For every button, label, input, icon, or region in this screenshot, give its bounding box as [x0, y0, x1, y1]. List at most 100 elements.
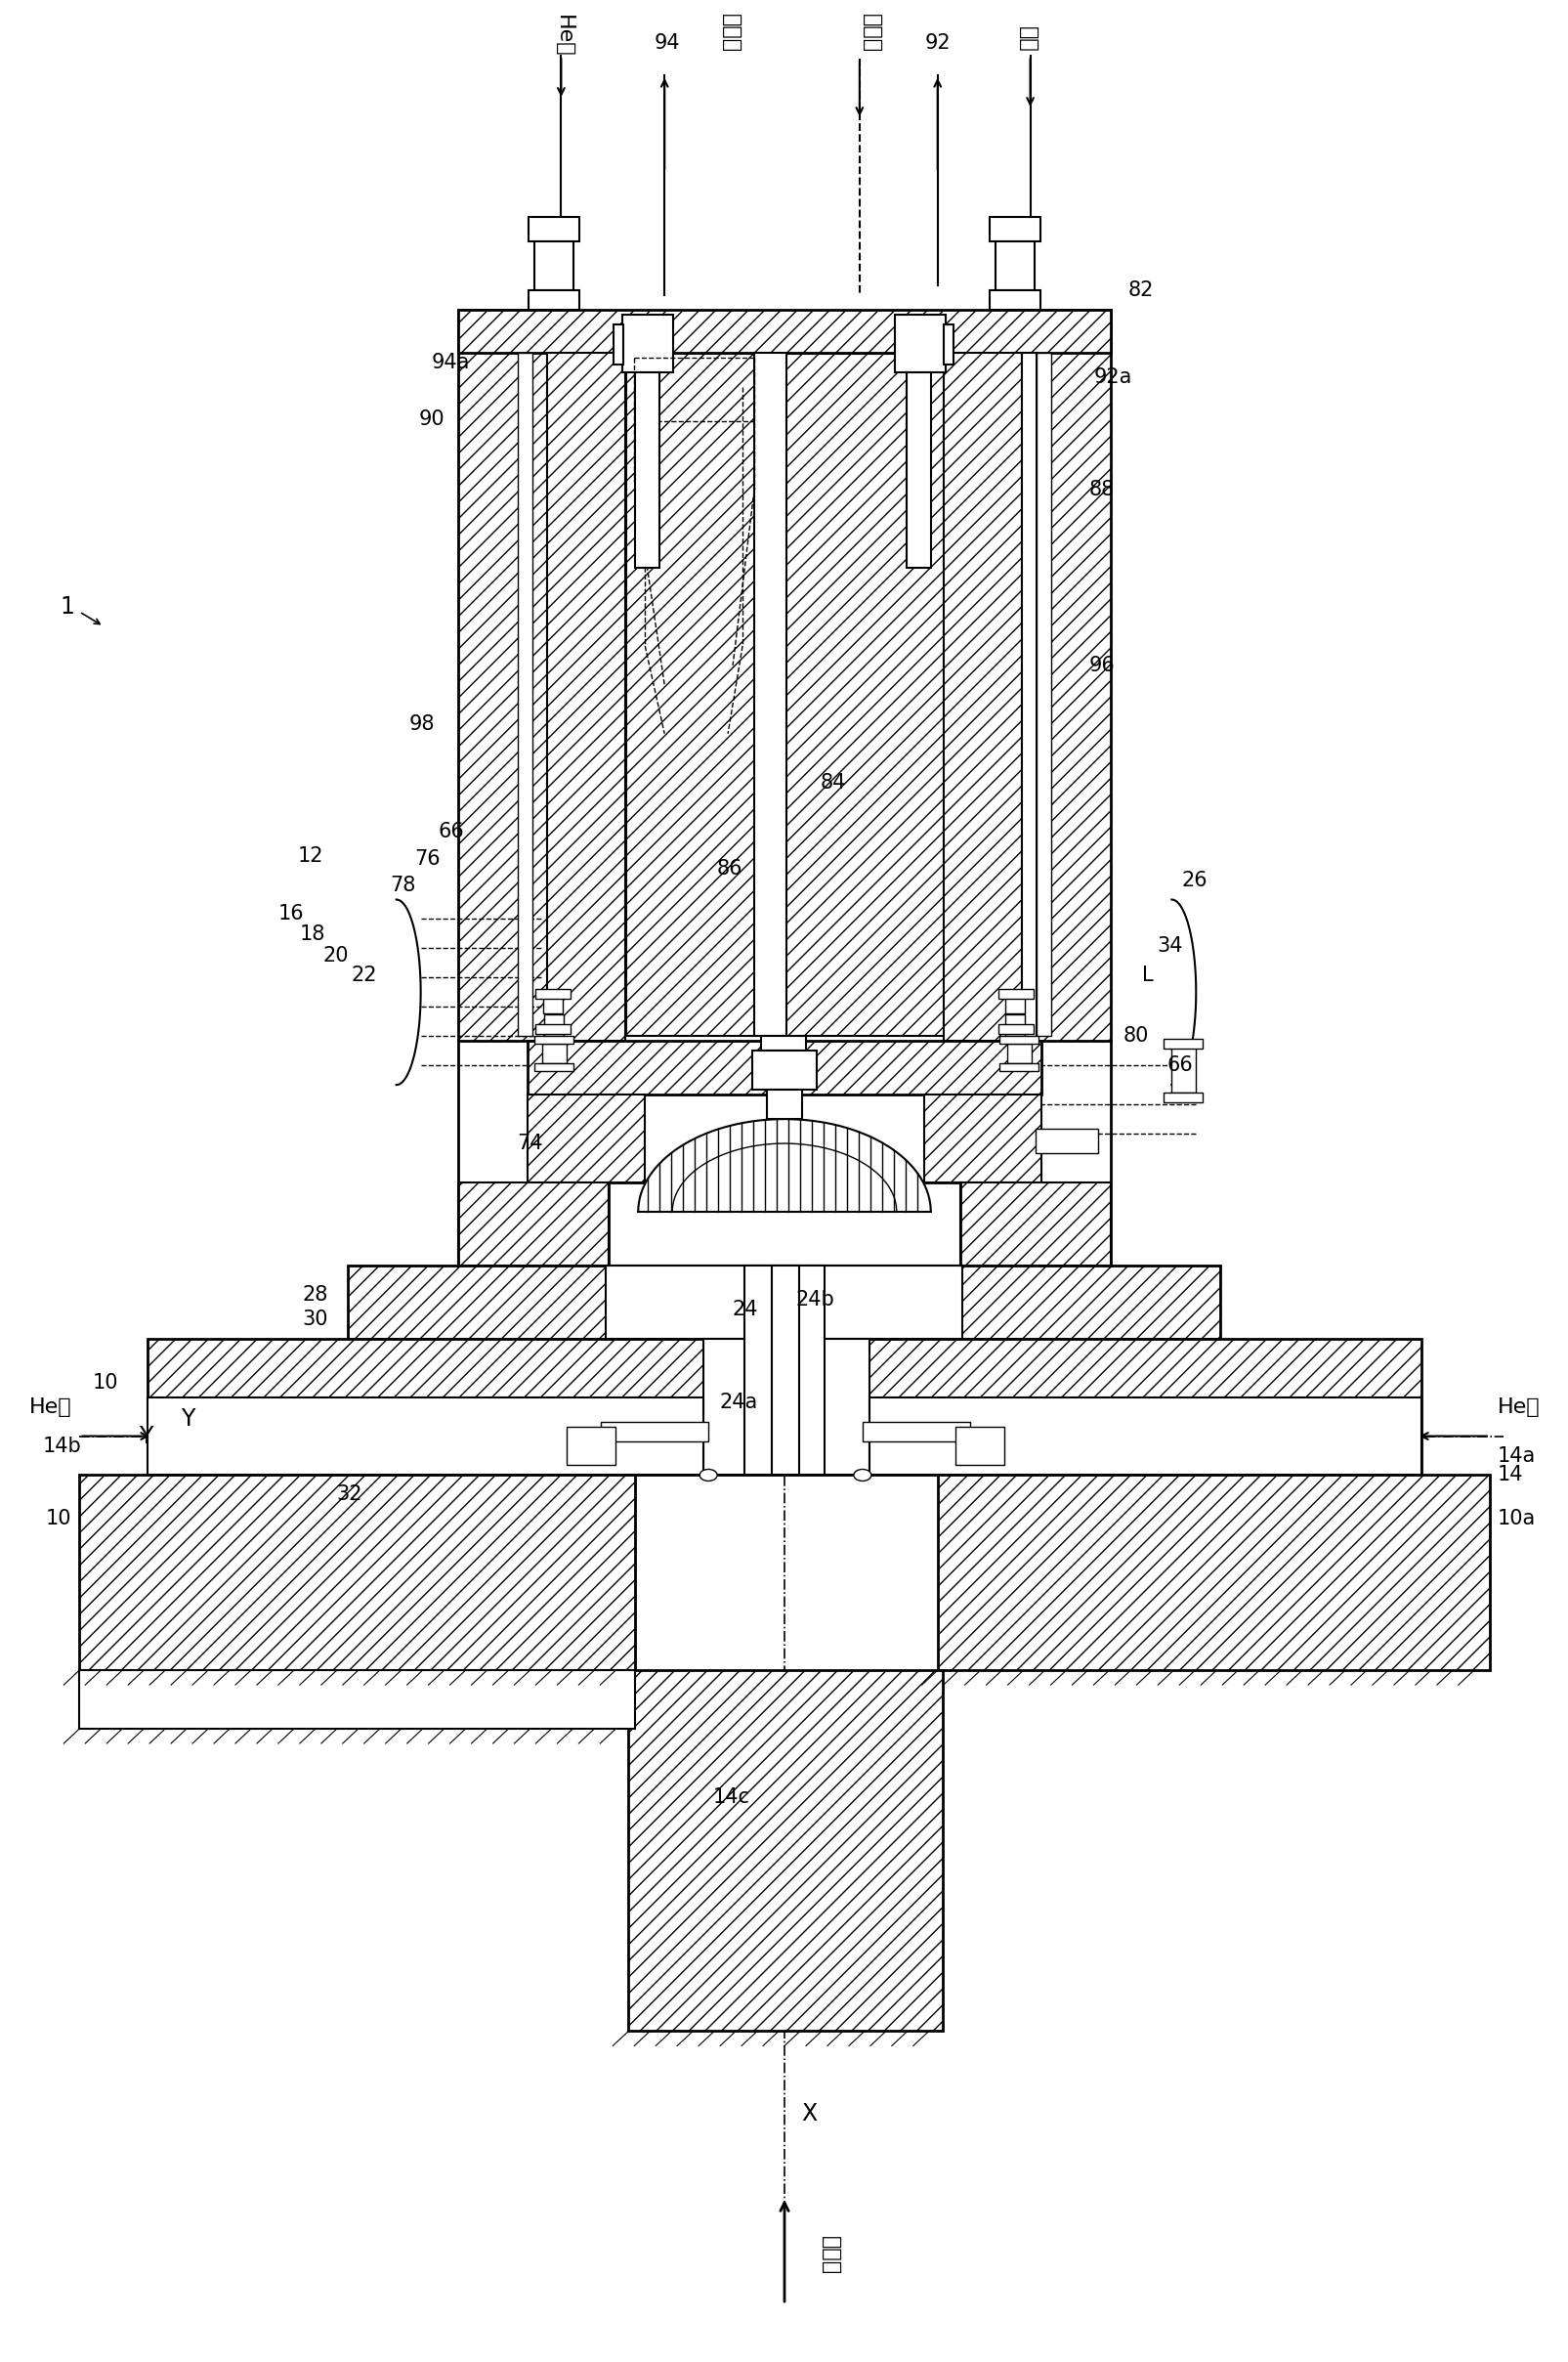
Bar [528, 217, 579, 241]
Bar [989, 217, 1040, 241]
Bar [1007, 1044, 1030, 1063]
Text: 66: 66 [1167, 1056, 1192, 1075]
Text: 14: 14 [1496, 1464, 1523, 1486]
Bar [613, 324, 622, 366]
Bar [999, 1037, 1038, 1044]
Text: 12: 12 [296, 846, 323, 864]
Text: 28: 28 [303, 1285, 328, 1304]
Text: 放射线: 放射线 [820, 2237, 839, 2275]
Ellipse shape [699, 1469, 717, 1481]
Bar [147, 1339, 1421, 1476]
Text: 冷却水: 冷却水 [721, 14, 740, 52]
Bar [517, 354, 533, 1037]
Text: 76: 76 [414, 848, 441, 869]
Bar [80, 1476, 635, 1670]
Text: 14c: 14c [713, 1788, 750, 1807]
Text: 24a: 24a [720, 1391, 757, 1412]
Bar [754, 354, 786, 1037]
Bar [601, 1422, 709, 1441]
Bar [924, 1094, 1040, 1183]
Bar [938, 1476, 1488, 1670]
Bar [906, 373, 930, 567]
Bar [348, 1266, 1220, 1339]
Ellipse shape [853, 1469, 870, 1481]
Text: 78: 78 [390, 876, 416, 895]
Text: He气: He气 [28, 1396, 72, 1417]
Bar [535, 990, 571, 999]
Text: 14b: 14b [42, 1436, 82, 1455]
Text: 冷却水: 冷却水 [861, 14, 881, 52]
Bar [894, 314, 946, 373]
Text: 20: 20 [323, 947, 348, 966]
Bar [528, 1042, 1040, 1094]
Bar [547, 354, 626, 1042]
Bar [760, 1037, 806, 1051]
Bar [1035, 354, 1051, 1037]
Bar [997, 1025, 1033, 1035]
Bar [635, 373, 659, 567]
Text: 1: 1 [60, 595, 74, 619]
Text: 16: 16 [278, 905, 304, 924]
Text: 94a: 94a [431, 354, 469, 373]
Bar [942, 324, 953, 366]
Text: 靶水: 靶水 [1018, 26, 1036, 52]
Text: 10a: 10a [1496, 1509, 1535, 1528]
Bar [622, 314, 673, 373]
Bar [543, 992, 563, 1013]
Text: 98: 98 [409, 713, 434, 735]
Bar [751, 1051, 817, 1089]
Text: 90: 90 [419, 411, 445, 430]
Text: 88: 88 [1088, 479, 1113, 501]
Bar [960, 1183, 1110, 1266]
Text: 14a: 14a [1496, 1446, 1535, 1464]
Bar [1171, 1044, 1195, 1094]
Bar [702, 1339, 869, 1476]
Text: 10: 10 [45, 1509, 72, 1528]
Bar [605, 1266, 961, 1339]
Bar [1004, 1016, 1024, 1037]
Bar [608, 1183, 960, 1266]
Text: 24b: 24b [795, 1290, 834, 1309]
Text: 96: 96 [1088, 657, 1115, 676]
Bar [989, 291, 1040, 309]
Bar [626, 354, 942, 1037]
Text: 10: 10 [93, 1372, 118, 1391]
Bar [1163, 1094, 1203, 1103]
Text: He气: He气 [554, 14, 572, 57]
Text: 30: 30 [303, 1309, 328, 1330]
Bar [629, 1670, 942, 2031]
Bar [147, 1396, 702, 1476]
Text: 34: 34 [1156, 938, 1182, 957]
Bar [458, 309, 1110, 354]
Bar [999, 1063, 1038, 1072]
Bar [535, 1025, 571, 1035]
Text: He气: He气 [1496, 1396, 1540, 1417]
Text: 22: 22 [351, 966, 376, 985]
Bar [544, 1016, 564, 1037]
Text: 24: 24 [732, 1299, 757, 1318]
Bar [528, 1094, 644, 1183]
Text: L: L [1142, 966, 1152, 985]
Text: 32: 32 [336, 1486, 362, 1505]
Bar [1004, 992, 1024, 1013]
Text: 26: 26 [1181, 869, 1207, 890]
Bar [1021, 354, 1035, 1042]
Text: 84: 84 [820, 772, 845, 791]
Bar [994, 241, 1033, 291]
Text: 92: 92 [924, 33, 950, 52]
Bar [942, 354, 1021, 1042]
Bar [80, 1670, 635, 1729]
Bar [862, 1422, 969, 1441]
Text: 74: 74 [516, 1134, 543, 1153]
Bar [869, 1396, 1421, 1476]
Text: Y: Y [138, 1424, 152, 1448]
Bar [566, 1427, 615, 1464]
Bar [528, 291, 579, 309]
Text: 80: 80 [1123, 1027, 1148, 1046]
Bar [1021, 309, 1110, 1042]
Bar [997, 990, 1033, 999]
Text: 18: 18 [299, 926, 325, 945]
Text: 86: 86 [717, 857, 742, 879]
Bar [543, 1044, 566, 1063]
Text: X: X [801, 2102, 817, 2126]
